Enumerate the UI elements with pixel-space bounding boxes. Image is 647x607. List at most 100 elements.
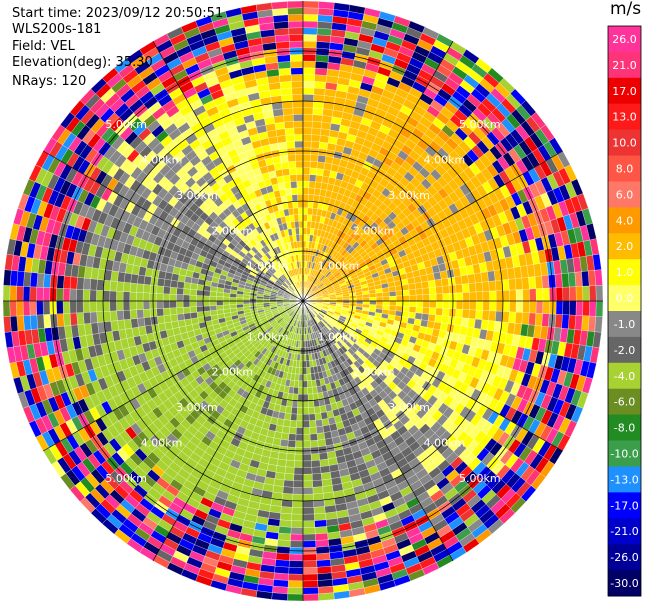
- radar-gate: [454, 275, 463, 286]
- radar-gate: [587, 315, 597, 332]
- radar-gate: [56, 313, 65, 327]
- radar-gate: [69, 276, 78, 290]
- radar-gate: [176, 294, 184, 302]
- radar-gate: [302, 593, 319, 602]
- radar-gate: [216, 296, 224, 302]
- radar-gate: [76, 277, 85, 290]
- radar-gate: [302, 560, 318, 568]
- radar-gate: [196, 306, 204, 313]
- radar-gate: [299, 360, 304, 368]
- radar-gate: [442, 308, 450, 317]
- radar-gate: [189, 289, 198, 296]
- radar-gate: [320, 472, 332, 481]
- radar-gate: [69, 288, 77, 302]
- radar-gate: [203, 310, 211, 317]
- radar-gate: [302, 467, 313, 475]
- radar-gate: [62, 288, 71, 302]
- radar-gate: [416, 294, 424, 302]
- radar-gate: [311, 466, 322, 475]
- radar-gate: [184, 318, 193, 327]
- radar-gate: [96, 311, 105, 323]
- radar-gate: [62, 300, 71, 314]
- radar-gate: [302, 67, 316, 75]
- radar-gate: [109, 280, 118, 292]
- radar-gate: [69, 312, 78, 326]
- radar-gate: [9, 270, 19, 287]
- radar-gate: [302, 140, 312, 149]
- radar-gate: [375, 288, 383, 294]
- radar-gate: [376, 300, 384, 306]
- radar-gate: [189, 294, 197, 302]
- radar-gate: [189, 306, 198, 313]
- radar-gate: [202, 290, 211, 297]
- radar-gate: [316, 34, 332, 43]
- radar-gate: [442, 293, 450, 302]
- radar-gate: [302, 354, 307, 362]
- radar-gate: [183, 306, 191, 314]
- radar-gate: [123, 309, 131, 320]
- radar-gate: [313, 399, 320, 408]
- radar-gate: [291, 400, 298, 408]
- radar-gate: [190, 311, 198, 319]
- radar-gate: [103, 279, 111, 292]
- radar-gate: [76, 300, 84, 314]
- radar-gate: [318, 592, 335, 601]
- radar-gate: [289, 553, 304, 562]
- radar-gate: [302, 107, 314, 115]
- radar-gate: [319, 458, 330, 467]
- radar-gate: [302, 580, 319, 588]
- radar-gate: [22, 286, 31, 302]
- radar-gate: [287, 587, 304, 595]
- radar-gate: [302, 34, 318, 42]
- radar-gate: [302, 507, 315, 515]
- radar-gate: [275, 552, 290, 561]
- radar-gate: [535, 288, 544, 302]
- radar-gate: [495, 290, 504, 302]
- radar-gate: [274, 559, 290, 568]
- radar-gate: [292, 393, 299, 402]
- radar-gate: [3, 269, 12, 286]
- radar-gate: [277, 532, 291, 541]
- radar-gate: [515, 300, 524, 313]
- radar-gate: [362, 293, 370, 299]
- radar-gate: [176, 307, 184, 315]
- radar-gate: [23, 271, 32, 287]
- radar-gate: [29, 314, 38, 330]
- radar-gate: [455, 308, 463, 318]
- radar-gate: [309, 433, 318, 441]
- radar-gate: [89, 311, 98, 324]
- radar-gate: [280, 506, 293, 515]
- radar-gate: [316, 566, 332, 575]
- radar-gate: [317, 21, 333, 30]
- radar-gate: [427, 279, 436, 288]
- radar-gate: [209, 305, 217, 311]
- radar-gate: [302, 533, 316, 542]
- radar-gate: [442, 285, 450, 294]
- radar-gate: [136, 300, 144, 310]
- radar-gate: [528, 276, 537, 290]
- radar-gate: [434, 314, 443, 324]
- radar-gate: [314, 181, 322, 190]
- radar-gate: [288, 560, 304, 568]
- radar-gate: [468, 282, 477, 293]
- radar-gate: [310, 440, 319, 448]
- radar-gate: [277, 452, 288, 461]
- radar-gate: [320, 465, 331, 474]
- radar-gate: [308, 406, 315, 415]
- radar-gate: [83, 277, 91, 290]
- radar-gate: [216, 291, 224, 297]
- radar-gate: [312, 493, 325, 501]
- radar-gate: [307, 214, 313, 222]
- radar-gate: [318, 1, 335, 10]
- radar-gate: [302, 380, 308, 388]
- radar-gate: [475, 282, 483, 293]
- radar-gate: [89, 300, 97, 313]
- radar-gate: [401, 284, 410, 291]
- radar-gate: [316, 552, 331, 561]
- radar-gate: [29, 272, 38, 288]
- radar-gate: [183, 282, 192, 290]
- radar-gate: [294, 453, 304, 462]
- radar-gate: [454, 316, 463, 327]
- radar-gate: [42, 287, 51, 302]
- radar-gate: [495, 300, 504, 312]
